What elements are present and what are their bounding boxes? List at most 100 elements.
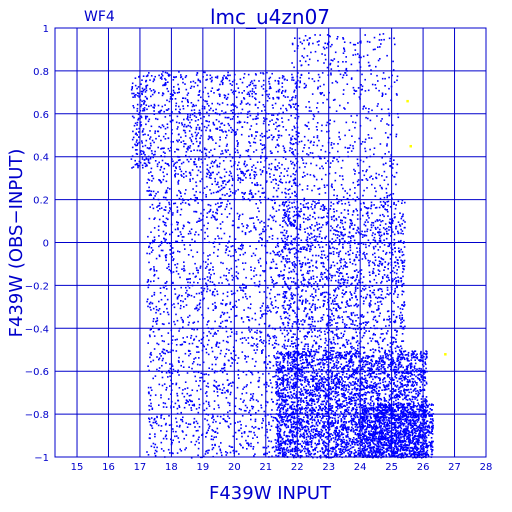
data-point [359,98,361,100]
data-point [170,121,173,123]
data-point [290,306,292,308]
data-point [187,119,190,121]
data-point [290,405,293,407]
data-point [343,330,346,333]
data-point [354,286,357,289]
data-point [217,395,219,397]
data-point [303,87,306,89]
data-point [292,379,294,381]
data-point [380,257,382,259]
data-point [297,79,299,82]
data-point [219,93,221,96]
data-point [234,238,237,240]
data-point [247,155,250,157]
data-point [237,164,239,167]
data-point [207,374,210,376]
data-point [201,376,203,379]
data-point [220,314,222,317]
data-point [179,231,182,233]
data-point [359,93,362,96]
data-point [140,83,142,85]
data-point [270,301,273,303]
data-point [136,92,139,94]
data-point [269,379,271,381]
data-point [207,423,210,426]
data-point [375,228,377,230]
data-point [191,389,194,391]
data-point [269,297,272,300]
data-point [212,290,215,293]
data-point [281,77,284,79]
data-point [190,158,192,160]
data-point [283,434,285,436]
data-point [303,278,305,280]
data-point [206,285,209,288]
data-point [166,298,169,301]
data-point [163,110,165,113]
data-point [356,305,358,308]
data-point [223,232,226,235]
data-point [154,217,156,219]
data-point [287,215,290,217]
data-point [203,373,206,376]
data-point [245,176,247,179]
data-point [276,118,278,120]
data-point [194,158,196,160]
data-point [389,271,392,274]
data-point [301,176,304,178]
data-point [237,112,240,115]
data-point [250,269,252,271]
data-point [291,129,294,131]
data-point [296,431,299,434]
data-point [213,400,216,402]
data-point [388,251,391,254]
data-point [288,260,291,263]
data-point [261,136,264,138]
data-point [192,188,194,190]
data-point [200,134,202,137]
data-point [305,314,308,316]
data-point [225,131,227,133]
data-point [273,123,275,125]
data-point [159,292,162,294]
data-point [219,276,222,279]
data-point [326,325,328,327]
data-point [219,95,221,97]
data-point [166,87,168,90]
data-point [153,274,155,277]
data-point [204,267,207,269]
data-point [315,203,317,205]
data-point [206,78,208,81]
data-point [193,358,195,360]
data-point [306,331,309,334]
data-point [263,166,265,168]
data-point [315,254,317,257]
data-point [264,415,267,417]
data-point [300,320,302,322]
data-point [377,305,380,307]
data-point [336,309,338,312]
data-point [363,285,365,287]
data-point [368,271,371,274]
data-point [209,332,212,335]
data-point [205,194,207,196]
data-point [346,282,349,284]
data-point [208,156,210,159]
data-point [293,50,296,52]
data-point [208,120,210,123]
data-point [296,226,298,228]
data-point [263,230,266,233]
data-point [154,75,156,78]
data-point [188,404,191,406]
data-point [159,110,161,112]
data-point [147,120,150,123]
data-point [214,288,216,290]
data-point [277,241,279,244]
data-point [180,300,182,302]
data-point [296,372,298,374]
data-point [284,284,286,286]
data-point [156,450,158,453]
data-point [274,296,276,298]
data-point [220,184,223,187]
data-point [240,424,242,426]
